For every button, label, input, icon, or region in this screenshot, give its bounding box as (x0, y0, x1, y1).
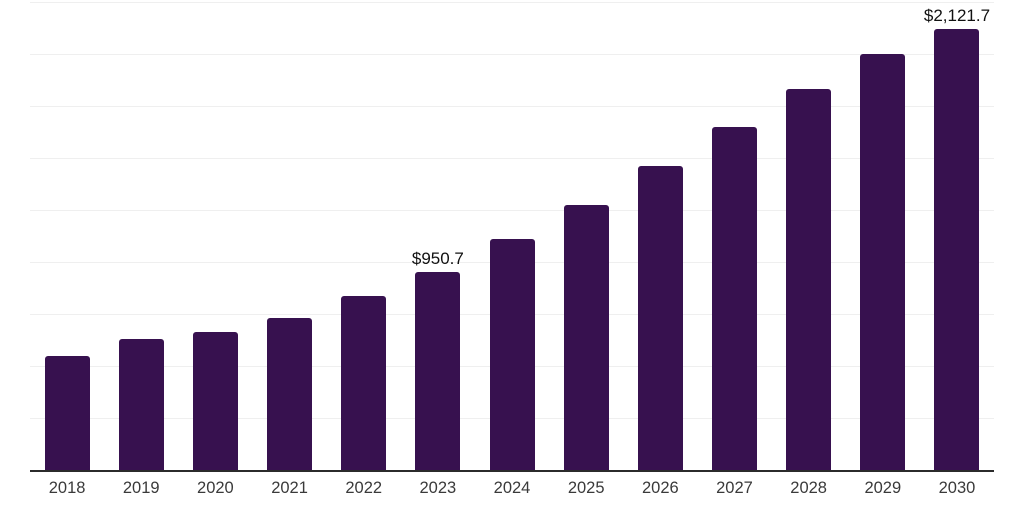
bar-2023[interactable] (415, 272, 461, 470)
bar-slot-2023: $950.7 (401, 2, 475, 470)
x-axis-line (30, 470, 994, 472)
x-tick-2022: 2022 (345, 479, 383, 497)
x-tick-2028: 2028 (790, 479, 827, 497)
bar-2024[interactable] (489, 239, 535, 470)
bar-2022[interactable] (341, 295, 387, 470)
bar-slot-2021 (252, 2, 326, 470)
bar-2019[interactable] (118, 338, 164, 470)
x-tick-2023: 2023 (419, 479, 457, 497)
bar-slot-2027 (697, 2, 771, 470)
x-axis-labels: 2018 2019 2020 2021 2022 2023 2024 2025 2026 2027… (30, 479, 994, 498)
x-tick-2030: 2030 (938, 479, 976, 497)
gridline (30, 106, 994, 107)
bar-value-label-2023: $950.7 (411, 249, 464, 269)
x-tick-2025: 2025 (567, 479, 605, 497)
x-tick-2026: 2026 (641, 479, 679, 497)
bar-2027[interactable] (711, 127, 757, 470)
x-tick-2021: 2021 (271, 479, 308, 497)
bar-slot-2020 (178, 2, 252, 470)
x-tick-2029: 2029 (864, 479, 902, 497)
bar-slot-2028 (772, 2, 846, 470)
x-tick-2018: 2018 (48, 479, 86, 497)
bar-2029[interactable] (860, 54, 906, 470)
bar-2030[interactable] (934, 28, 980, 470)
x-tick-2027: 2027 (716, 479, 753, 497)
bar-slot-2029 (846, 2, 920, 470)
bar-slot-2025 (549, 2, 623, 470)
bar-slot-2018 (30, 2, 104, 470)
bar-2025[interactable] (563, 205, 609, 470)
bar-value-label-2030: $2,121.7 (923, 5, 991, 25)
bar-slot-2030: $2,121.7 (920, 2, 994, 470)
gridline (30, 158, 994, 159)
bar-2021[interactable] (267, 317, 313, 470)
bar-2018[interactable] (44, 356, 90, 470)
bar-slot-2026 (623, 2, 697, 470)
x-tick-2024: 2024 (493, 479, 531, 497)
x-tick-2019: 2019 (122, 479, 160, 497)
bar-slot-2022 (327, 2, 401, 470)
gridline (30, 54, 994, 55)
gridline (30, 2, 994, 3)
bar-slot-2019 (104, 2, 178, 470)
bar-2026[interactable] (637, 165, 683, 470)
bar-slot-2024 (475, 2, 549, 470)
x-tick-2020: 2020 (197, 479, 234, 497)
bar-2028[interactable] (786, 88, 832, 470)
bars-container: $950.7 $2,121.7 (30, 2, 994, 470)
gridline (30, 210, 994, 211)
bar-2020[interactable] (192, 332, 238, 470)
plot-area: $950.7 $2,121.7 (30, 2, 994, 472)
